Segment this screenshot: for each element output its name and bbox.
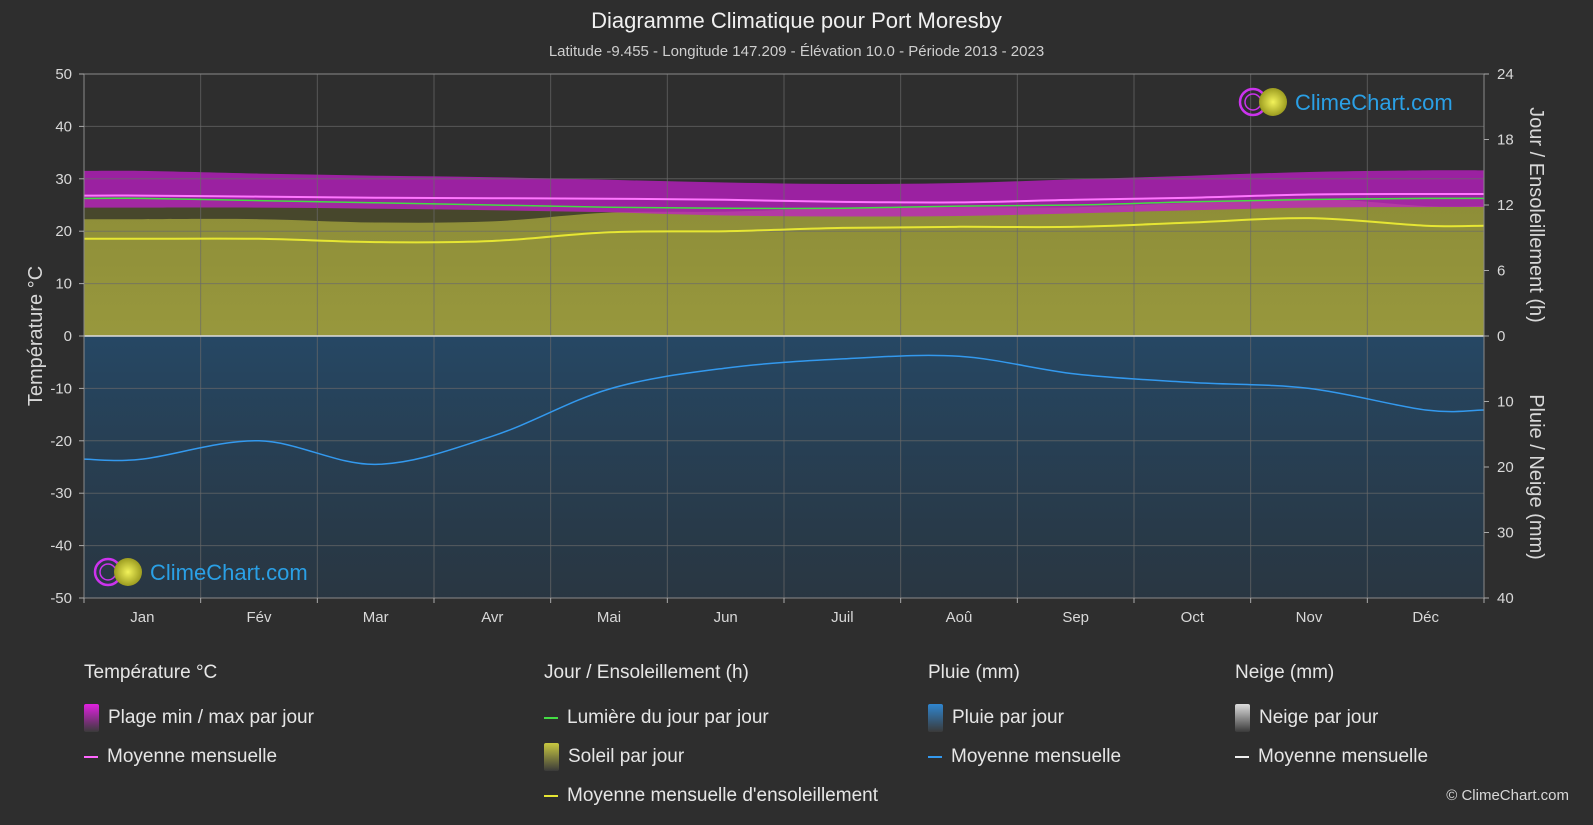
rain-mean-line (83, 354, 1485, 466)
copyright: © ClimeChart.com (1446, 787, 1569, 804)
daylight-line (83, 197, 1485, 210)
chart-subtitle: Latitude -9.455 - Longitude 147.209 - Él… (548, 43, 1045, 60)
legend-group-title: Température °C (84, 662, 218, 683)
left-tick-label: -10 (50, 380, 72, 397)
legend-label: Plage min / max par jour (108, 706, 314, 728)
legend-label: Pluie par jour (952, 706, 1064, 728)
left-tick-label: 40 (55, 118, 72, 135)
legend-swatch (1235, 755, 1249, 758)
month-label: Sep (1062, 609, 1089, 626)
month-label: Déc (1412, 609, 1439, 626)
y-right-top-title: Jour / Ensoleillement (h) (1525, 107, 1547, 323)
legend-swatch (1235, 703, 1250, 732)
right-top-tick-label: 12 (1497, 197, 1514, 214)
legend-temperature: Température °C Plage min / max par jour Mo… (84, 662, 314, 776)
right-top-tick-label: 24 (1497, 66, 1514, 83)
legend-item: Pluie par jour (928, 698, 1121, 737)
right-bottom-tick-label: 10 (1497, 394, 1514, 411)
right-bottom-tick-label: 30 (1497, 525, 1514, 542)
month-label: Mai (597, 609, 621, 626)
month-label: Jan (130, 609, 154, 626)
left-tick-label: 50 (55, 66, 72, 83)
legend-group-title: Jour / Ensoleillement (h) (544, 662, 749, 683)
right-top-tick-label: 0 (1497, 328, 1505, 345)
legend-label: Moyenne mensuelle (951, 745, 1122, 767)
legend-label: Moyenne mensuelle (1258, 745, 1429, 767)
chart-title: Diagramme Climatique pour Port Moresby (591, 8, 1002, 33)
legend-swatch (544, 716, 558, 719)
left-tick-label: 10 (55, 276, 72, 293)
left-tick-label: -20 (50, 433, 72, 450)
watermarks: ClimeChart.com ClimeChart.com (93, 87, 1453, 587)
legend-swatch (84, 755, 98, 758)
month-label: Fév (246, 609, 272, 626)
right-top-tick-label: 6 (1497, 263, 1505, 280)
month-label: Oct (1181, 609, 1205, 626)
legend-swatch (84, 703, 99, 732)
climechart-logo-icon: ClimeChart.com (1238, 87, 1453, 117)
watermark-text: ClimeChart.com (150, 560, 308, 585)
legend-label: Lumière du jour par jour (567, 706, 769, 728)
month-label: Jun (714, 609, 738, 626)
left-tick-label: -30 (50, 485, 72, 502)
legend-item: Moyenne mensuelle (928, 737, 1121, 776)
legend-label: Neige par jour (1259, 706, 1379, 728)
legend-label: Moyenne mensuelle (107, 745, 278, 767)
legend-swatch (928, 703, 943, 732)
legend-swatch (544, 742, 559, 771)
month-label: Juil (831, 609, 854, 626)
month-label: Nov (1296, 609, 1323, 626)
legend-item: Moyenne mensuelle (1235, 737, 1428, 776)
month-label: Mar (363, 609, 389, 626)
left-tick-label: 30 (55, 171, 72, 188)
legend-label: Moyenne mensuelle d'ensoleillement (567, 784, 878, 806)
legend-daylight-sunshine: Jour / Ensoleillement (h) Lumière du jour… (544, 662, 878, 815)
watermark-text: ClimeChart.com (1295, 90, 1453, 115)
climechart-logo-icon: ClimeChart.com (93, 557, 308, 587)
sunshine-mean-line (84, 217, 1485, 244)
legend-item: Neige par jour (1235, 698, 1428, 737)
month-label: Avr (481, 609, 503, 626)
legend-item: Plage min / max par jour (84, 698, 314, 737)
left-tick-label: 20 (55, 223, 72, 240)
right-bottom-tick-label: 20 (1497, 459, 1514, 476)
left-tick-label: -40 (50, 538, 72, 555)
y-right-bottom-title: Pluie / Neige (mm) (1525, 394, 1547, 560)
legend-group-title: Neige (mm) (1235, 662, 1335, 683)
right-top-tick-label: 18 (1497, 132, 1514, 149)
legend-item: Moyenne mensuelle (84, 737, 314, 776)
series-lines (83, 192, 1485, 466)
right-bottom-tick-label: 40 (1497, 590, 1514, 607)
month-label: Aoû (946, 609, 973, 626)
legend-item: Moyenne mensuelle d'ensoleillement (544, 776, 878, 815)
y-left-title: Température °C (25, 266, 47, 406)
legend-item: Lumière du jour par jour (544, 698, 878, 737)
climate-chart: 50 40 30 20 10 0 -10 -20 -30 -40 -50 24 18 12 6 0 10 20 30… (25, 66, 1547, 626)
legend-rain: Pluie (mm) Pluie par jour Moyenne mensuell… (928, 662, 1121, 776)
left-tick-label: -50 (50, 590, 72, 607)
left-tick-label: 0 (64, 328, 72, 345)
legend-group-title: Pluie (mm) (928, 662, 1020, 683)
temperature-mean-line (83, 192, 1485, 204)
legend-swatch (544, 794, 558, 797)
legend-snow: Neige (mm) Neige par jour Moyenne mensuell… (1235, 662, 1428, 776)
legend-label: Soleil par jour (568, 745, 685, 767)
legend-swatch (928, 755, 942, 758)
axes: 50 40 30 20 10 0 -10 -20 -30 -40 -50 24 18 12 6 0 10 20 30… (25, 66, 1547, 626)
legend-item: Soleil par jour (544, 737, 878, 776)
